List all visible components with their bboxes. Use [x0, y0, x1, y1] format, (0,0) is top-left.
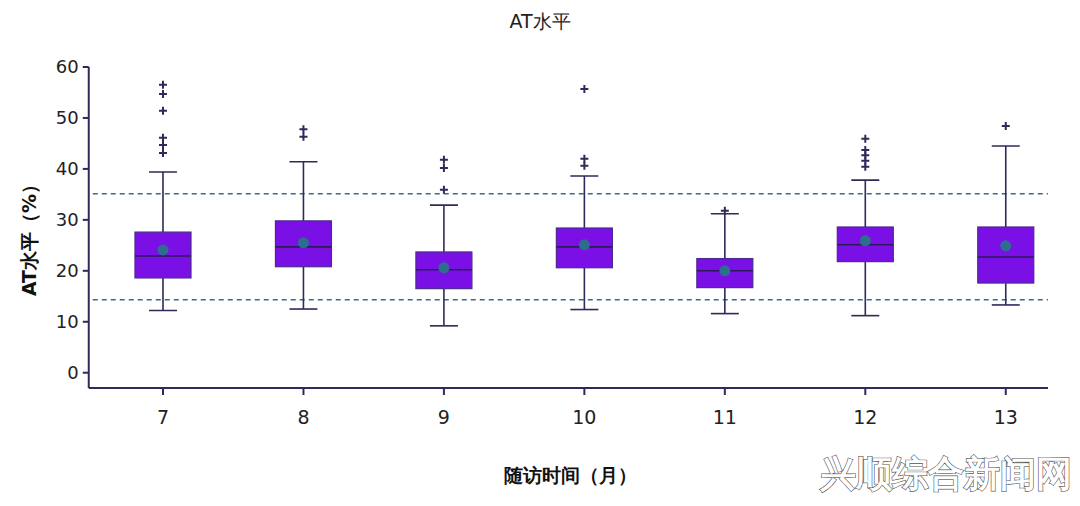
- chart: AT水平 0 10 20 30 40 50 60 7 8 9 10 11 12 13 随访时间（月） AT水平（…: [0, 0, 1080, 506]
- mean: [157, 244, 168, 255]
- y-tick: [83, 66, 89, 68]
- x-tick-label: 11: [713, 406, 737, 428]
- box: [837, 227, 893, 262]
- whisker: [162, 278, 164, 311]
- outlier: [159, 81, 167, 89]
- x-tick: [162, 388, 164, 395]
- whisker: [443, 289, 445, 326]
- x-tick-label: 9: [438, 406, 450, 428]
- y-axis: [88, 67, 90, 388]
- x-tick: [724, 388, 726, 395]
- reference-line: [93, 299, 1048, 301]
- x-axis: [89, 387, 1048, 389]
- watermark: 兴顺综合新闻网: [819, 453, 1072, 494]
- whisker: [724, 288, 726, 314]
- whisker: [584, 268, 586, 310]
- x-tick-label: 13: [994, 406, 1018, 428]
- whisker-cap: [992, 304, 1020, 306]
- x-tick: [443, 388, 445, 395]
- whisker: [584, 176, 586, 228]
- whisker-cap: [851, 315, 879, 317]
- whisker-cap: [430, 325, 458, 327]
- box: [135, 232, 191, 278]
- whisker: [1005, 146, 1007, 227]
- whisker: [162, 172, 164, 232]
- mean: [1000, 240, 1011, 251]
- box: [556, 228, 612, 268]
- outlier: [159, 149, 167, 157]
- y-tick-label: 20: [56, 260, 79, 281]
- whisker: [443, 205, 445, 252]
- x-axis-label: 随访时间（月）: [504, 464, 637, 486]
- whisker-cap: [430, 204, 458, 206]
- reference-line: [93, 193, 1048, 195]
- outlier: [159, 90, 167, 98]
- outlier: [299, 125, 307, 133]
- y-tick: [83, 219, 89, 221]
- x-tick: [583, 388, 585, 395]
- outlier: [159, 107, 167, 115]
- y-tick-label: 10: [56, 311, 79, 332]
- mean: [860, 235, 871, 246]
- outlier: [299, 133, 307, 141]
- whisker-cap: [851, 179, 879, 181]
- box: [275, 221, 331, 267]
- whisker-cap: [992, 145, 1020, 147]
- whisker-cap: [149, 171, 177, 173]
- whisker-cap: [711, 313, 739, 315]
- title: AT水平: [509, 10, 570, 32]
- x-tick-label: 8: [297, 406, 309, 428]
- whisker: [303, 162, 305, 221]
- whisker: [724, 214, 726, 259]
- whisker: [1005, 283, 1007, 305]
- outlier: [580, 155, 588, 163]
- outlier: [440, 164, 448, 172]
- outlier: [580, 162, 588, 170]
- mean: [579, 239, 590, 250]
- x-tick-label: 10: [572, 406, 596, 428]
- outlier: [440, 186, 448, 194]
- median: [135, 255, 191, 257]
- plot-area: [93, 81, 1048, 326]
- y-tick-label: 50: [56, 107, 79, 128]
- x-tick: [302, 388, 304, 395]
- outlier: [861, 163, 869, 171]
- box: [697, 259, 753, 288]
- whisker: [865, 180, 867, 227]
- whisker-cap: [570, 175, 598, 177]
- x-tick: [864, 388, 866, 395]
- x-tick-label: 7: [157, 406, 169, 428]
- outlier: [159, 134, 167, 142]
- whisker-cap: [289, 161, 317, 163]
- outlier: [440, 156, 448, 164]
- y-tick-label: 40: [56, 158, 79, 179]
- whisker-cap: [289, 308, 317, 310]
- outlier: [721, 207, 729, 215]
- outlier: [159, 141, 167, 149]
- whisker-cap: [570, 309, 598, 311]
- median: [978, 256, 1034, 258]
- y-tick: [83, 321, 89, 323]
- whisker-cap: [149, 310, 177, 312]
- outlier: [1002, 122, 1010, 130]
- mean: [298, 237, 309, 248]
- x-tick: [1005, 388, 1007, 395]
- box: [416, 252, 472, 289]
- y-tick: [83, 168, 89, 170]
- outlier: [580, 85, 588, 93]
- y-tick-label: 0: [67, 362, 78, 383]
- y-tick: [83, 270, 89, 272]
- y-tick-label: 60: [56, 56, 79, 77]
- y-tick: [83, 117, 89, 119]
- whisker: [303, 267, 305, 309]
- outlier: [861, 135, 869, 143]
- y-tick: [83, 372, 89, 374]
- y-axis-label: AT水平（%）: [18, 175, 40, 296]
- whisker: [865, 262, 867, 316]
- mean: [438, 262, 449, 273]
- mean: [719, 265, 730, 276]
- y-tick-label: 30: [56, 209, 79, 230]
- box: [978, 227, 1034, 283]
- x-tick-label: 12: [853, 406, 877, 428]
